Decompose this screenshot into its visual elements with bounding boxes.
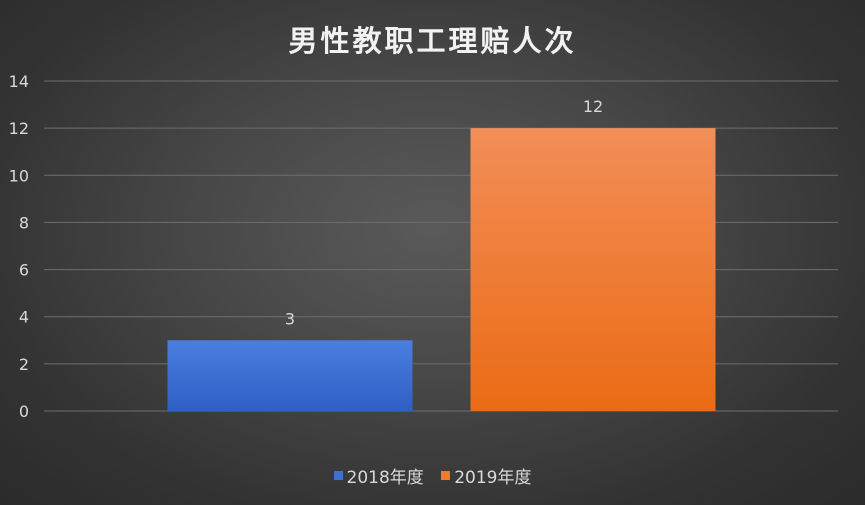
bar-2018 xyxy=(167,340,413,411)
legend: 2018年度 2019年度 xyxy=(0,463,865,488)
y-tick-label: 8 xyxy=(19,213,29,232)
y-tick-label: 2 xyxy=(19,355,29,374)
legend-swatch-2019 xyxy=(441,471,451,480)
y-tick-label: 10 xyxy=(9,166,29,185)
y-tick-label: 0 xyxy=(19,402,29,421)
legend-swatch-2018 xyxy=(333,471,343,480)
chart-title: 男性教职工理赔人次 xyxy=(288,24,577,58)
legend-label-2019: 2019年度 xyxy=(454,468,532,488)
legend-item-2019: 2019年度 xyxy=(441,463,531,488)
y-tick-label: 4 xyxy=(19,308,29,327)
y-tick-label: 6 xyxy=(19,261,29,280)
data-label-2019: 12 xyxy=(583,97,603,116)
y-tick-label: 12 xyxy=(9,119,29,138)
data-label-2018: 3 xyxy=(285,309,295,328)
legend-label-2018: 2018年度 xyxy=(346,468,424,488)
legend-item-2018: 2018年度 xyxy=(333,463,424,488)
y-tick-label: 14 xyxy=(9,72,29,91)
bar-2019 xyxy=(470,128,716,411)
